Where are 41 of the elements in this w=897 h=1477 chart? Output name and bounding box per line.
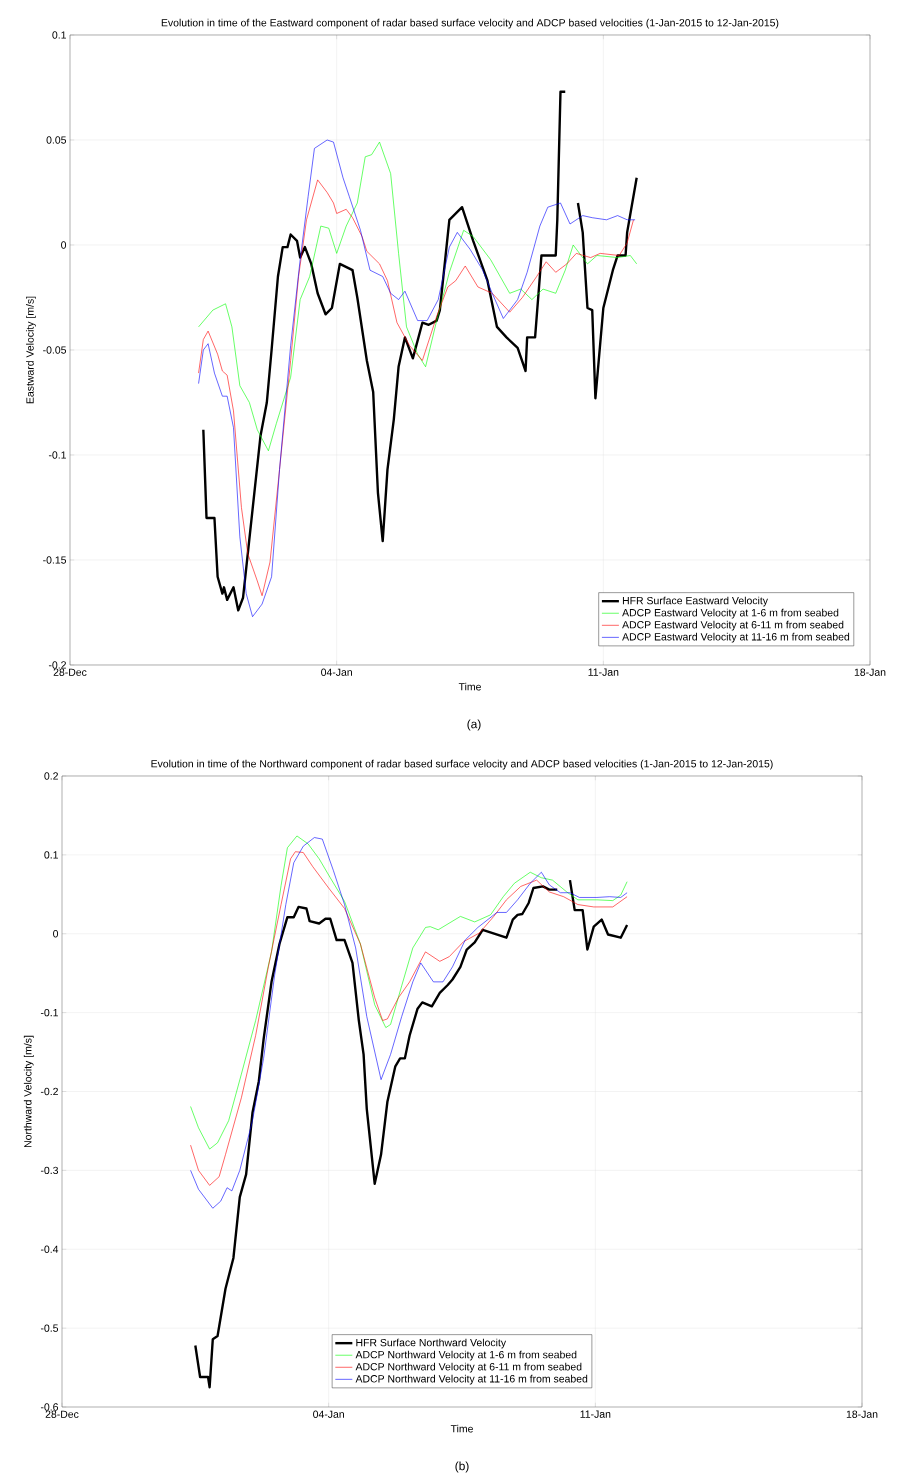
x-tick-label: 11-Jan xyxy=(580,1410,611,1418)
y-tick-label: 0 xyxy=(61,241,67,249)
legend-label: ADCP Eastward Velocity at 11-16 m from seabed xyxy=(622,632,850,643)
text: (a) xyxy=(467,719,481,731)
chart-title: Evolution in time of the Eastward component of radar based surface velocity and ADCP based velocities (1-Jan-2015 to 12-Jan-2015) xyxy=(161,18,779,29)
legend-label: HFR Surface Eastward Velocity xyxy=(622,596,768,607)
legend-label: ADCP Eastward Velocity at 6-11 m from seabed xyxy=(622,620,844,631)
text: (b) xyxy=(455,1461,469,1473)
x-tick-label: 04-Jan xyxy=(321,668,352,676)
y-tick-label: -0.1 xyxy=(40,1008,58,1017)
x-axis-title: Time xyxy=(458,682,481,691)
legend-label: HFR Surface Northward Velocity xyxy=(356,1338,507,1349)
x-tick-label: 18-Jan xyxy=(846,1410,878,1418)
x-tick-label: 04-Jan xyxy=(313,1410,344,1418)
y-tick-label: -0.05 xyxy=(43,346,67,354)
y-tick-label: -0.15 xyxy=(43,556,67,564)
x-tick-label: 11-Jan xyxy=(588,668,619,676)
y-tick-label: -0.6 xyxy=(40,1403,59,1411)
y-tick-label: -0.2 xyxy=(48,661,66,669)
y-tick-label: -0.5 xyxy=(40,1324,59,1332)
y-tick-label: 0.1 xyxy=(44,851,58,859)
line-series xyxy=(198,141,637,452)
legend-label: ADCP Eastward Velocity at 1-6 m from seabed xyxy=(622,608,839,619)
y-axis-title: Northward Velocity [m/s] xyxy=(23,1035,34,1148)
y-tick-label: -0.2 xyxy=(40,1087,58,1096)
y-tick-label: 0.2 xyxy=(44,772,58,780)
chart-title: Evolution in time of the Northward component of radar based surface velocity and ADCP based velocities (1-Jan-2015 to 12-Jan-2015) xyxy=(151,759,773,770)
x-tick-label: 28-Dec xyxy=(45,1410,79,1418)
y-tick-label: 0.1 xyxy=(52,31,66,39)
legend-label: ADCP Northward Velocity at 1-6 m from seabed xyxy=(355,1350,577,1361)
legend-label: ADCP Northward Velocity at 6-11 m from seabed xyxy=(355,1362,582,1373)
y-tick-label: -0.4 xyxy=(40,1245,59,1253)
x-tick-label: 18-Jan xyxy=(854,668,886,676)
y-tick-label: -0.1 xyxy=(48,451,66,459)
y-tick-label: 0 xyxy=(53,930,59,938)
y-axis-title: Eastward Velocity [m/s] xyxy=(26,296,36,404)
y-tick-label: -0.3 xyxy=(40,1166,59,1175)
x-axis-title: Time xyxy=(450,1424,473,1433)
legend-label: ADCP Northward Velocity at 11-16 m from seabed xyxy=(355,1374,588,1385)
x-tick-label: 28-Dec xyxy=(53,668,87,676)
y-tick-label: 0.05 xyxy=(46,136,67,144)
